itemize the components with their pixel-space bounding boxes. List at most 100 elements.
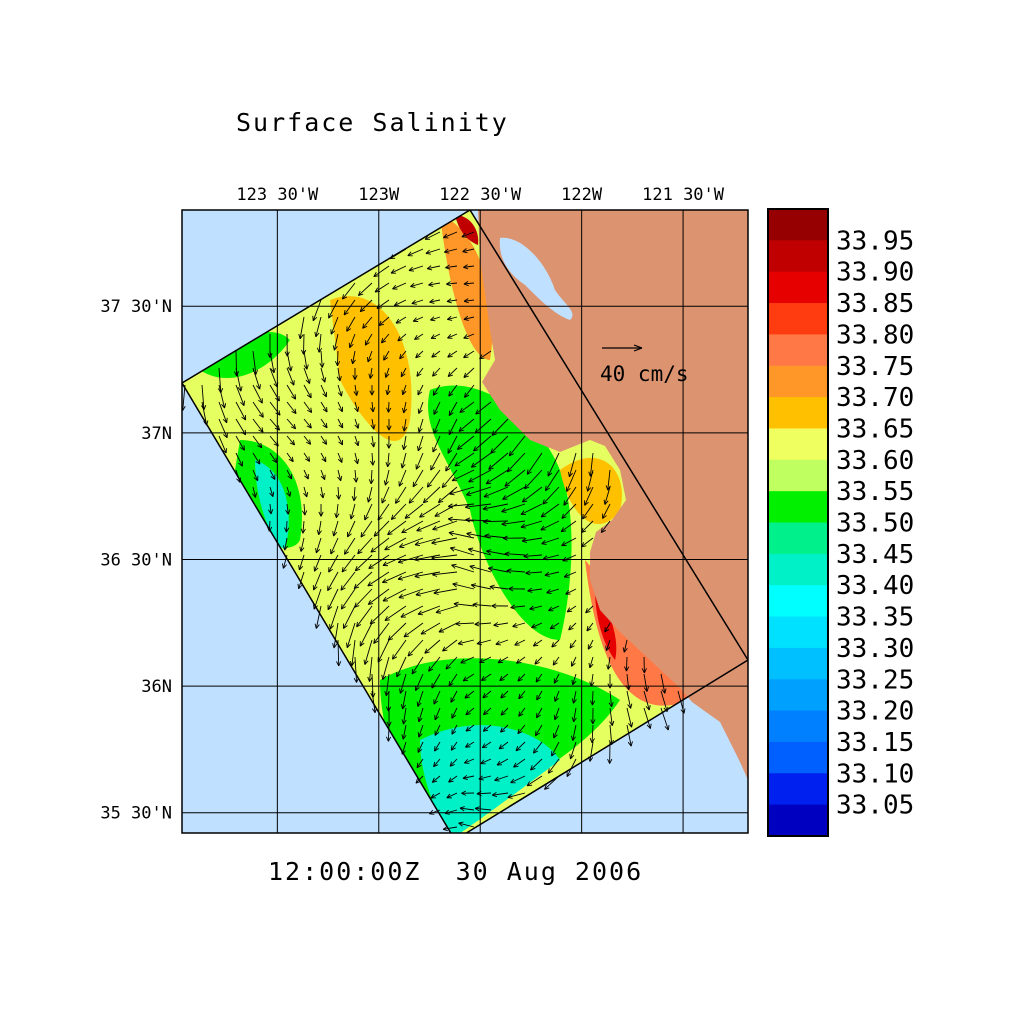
velocity-arrow	[501, 520, 526, 527]
velocity-arrow	[286, 435, 296, 446]
velocity-arrow	[303, 350, 309, 370]
colorbar-label: 33.40	[836, 571, 914, 601]
y-tick-label: 35 30'N	[100, 804, 172, 824]
velocity-arrow	[448, 401, 458, 416]
velocity-arrow	[474, 621, 492, 627]
y-tick-label: 36 30'N	[100, 550, 172, 570]
colorbar-label: 33.70	[836, 383, 914, 413]
velocity-arrow	[336, 486, 342, 500]
velocity-arrow	[329, 605, 339, 630]
velocity-arrow	[320, 367, 327, 383]
y-tick-label: 37N	[141, 424, 172, 444]
velocity-arrow	[449, 486, 475, 496]
velocity-arrow	[364, 503, 373, 521]
velocity-arrow	[552, 724, 560, 739]
velocity-arrow	[353, 571, 373, 590]
timestamp-label: 12:00:00Z 30 Aug 2006	[268, 857, 644, 886]
velocity-arrow	[397, 554, 424, 564]
velocity-arrow	[414, 537, 441, 547]
velocity-arrow	[415, 588, 441, 597]
velocity-arrow	[571, 707, 577, 723]
velocity-arrow	[569, 741, 577, 760]
colorbar-label: 33.85	[836, 289, 914, 319]
velocity-arrow	[453, 601, 475, 607]
velocity-arrow	[299, 537, 305, 552]
velocity-arrow	[470, 583, 492, 590]
velocity-arrow	[415, 452, 424, 470]
velocity-arrow	[560, 520, 577, 533]
velocity-arrow	[360, 520, 373, 538]
velocity-arrow	[387, 520, 407, 536]
velocity-arrow	[349, 503, 356, 520]
colorbar-label: 33.65	[836, 414, 914, 444]
velocity-arrow	[553, 673, 560, 684]
velocity-arrow	[448, 775, 458, 783]
velocity-arrow	[401, 384, 407, 396]
velocity-arrow	[431, 775, 441, 783]
velocity-arrow	[496, 758, 509, 766]
velocity-arrow	[571, 690, 577, 704]
velocity-arrow	[472, 602, 492, 608]
velocity-arrow	[483, 518, 509, 525]
velocity-arrow	[429, 298, 441, 304]
velocity-arrow	[458, 418, 475, 432]
velocity-arrow	[476, 639, 492, 646]
velocity-arrow	[433, 758, 441, 768]
velocity-arrow	[363, 639, 373, 665]
salinity-region-33.50	[200, 331, 290, 379]
velocity-arrow	[449, 758, 458, 767]
velocity-arrow	[546, 588, 560, 594]
velocity-arrow	[353, 469, 359, 483]
velocity-arrow	[494, 775, 509, 782]
velocity-arrow	[530, 758, 543, 771]
velocity-arrow	[218, 384, 227, 409]
velocity-arrow	[386, 418, 392, 431]
velocity-arrow	[337, 469, 343, 482]
velocity-arrow	[417, 707, 424, 723]
colorbar-label: 33.75	[836, 352, 914, 382]
velocity-arrow	[491, 418, 509, 436]
velocity-arrow	[483, 707, 492, 716]
velocity-arrow	[502, 535, 526, 541]
velocity-arrow	[504, 469, 526, 487]
velocity-arrow	[340, 571, 356, 591]
velocity-arrow	[536, 707, 543, 719]
velocity-arrow	[330, 537, 339, 555]
velocity-arrow	[395, 316, 407, 324]
velocity-arrow	[347, 520, 356, 538]
colorbar-label: 33.25	[836, 665, 914, 695]
velocity-arrow	[500, 724, 509, 733]
velocity-arrow	[581, 537, 594, 548]
velocity-arrow	[377, 503, 390, 521]
velocity-arrow	[465, 741, 475, 748]
velocity-arrow	[426, 469, 441, 488]
velocity-arrow	[332, 333, 339, 351]
colorbar-label: 33.80	[836, 320, 914, 350]
velocity-arrow	[444, 248, 458, 254]
velocity-arrow	[284, 520, 290, 533]
velocity-arrow	[320, 435, 328, 445]
velocity-arrow	[565, 469, 577, 492]
velocity-arrow	[235, 418, 247, 436]
velocity-arrow	[430, 316, 441, 322]
velocity-arrow	[417, 401, 424, 414]
velocity-arrow	[419, 503, 441, 518]
velocity-arrow	[510, 604, 526, 610]
model-domain-outline	[182, 210, 748, 833]
velocity-arrow	[269, 435, 279, 447]
map-frame	[181, 209, 749, 834]
velocity-arrow	[463, 333, 475, 339]
velocity-arrow	[399, 673, 407, 694]
velocity-arrow	[343, 605, 356, 629]
velocity-arrow	[464, 758, 475, 764]
velocity-arrow	[448, 418, 458, 436]
velocity-arrow	[433, 401, 441, 415]
velocity-arrow	[370, 435, 376, 448]
velocity-arrow	[447, 333, 458, 339]
colorbar-bin	[768, 459, 828, 492]
velocity-arrow	[626, 707, 634, 728]
velocity-arrow	[507, 792, 526, 799]
velocity-arrow	[535, 724, 543, 737]
velocity-arrow	[514, 639, 526, 646]
velocity-arrow	[407, 248, 424, 257]
